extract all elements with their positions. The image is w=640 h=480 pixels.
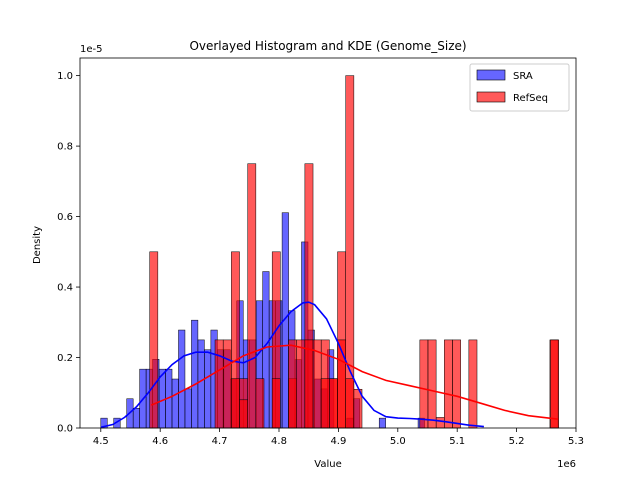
plot-frame xyxy=(79,57,577,429)
kde-line-sra xyxy=(100,301,484,429)
y-axis: 0.0 0.2 0.4 0.6 0.8 1.0 xyxy=(57,71,80,435)
x-tick-label: 4.9 xyxy=(330,436,346,447)
bar-refseq-extra-14 xyxy=(329,378,338,429)
bar-sra-13 xyxy=(184,388,192,429)
bar-refseq-extra-11 xyxy=(288,339,297,429)
bar-refseq-12 xyxy=(247,163,257,429)
bar-refseq-18 xyxy=(296,339,306,429)
bar-refseq-extra-12 xyxy=(304,339,314,429)
x-tick-label: 5.1 xyxy=(449,436,465,447)
y-axis-label: Density xyxy=(32,226,43,264)
legend: SRA RefSeq xyxy=(469,63,570,112)
legend-swatch-refseq xyxy=(476,91,506,103)
bar-refseq-9 xyxy=(222,339,232,429)
x-tick-label: 4.5 xyxy=(93,436,109,447)
legend-swatch-sra xyxy=(476,69,506,81)
legend-label-sra: SRA xyxy=(513,71,533,82)
bar-sra-11 xyxy=(171,378,179,429)
bar-sra-5 xyxy=(132,408,140,429)
y-tick-label: 0.4 xyxy=(57,283,73,294)
bar-refseq-extra-16 xyxy=(345,378,355,429)
bar-sra-15 xyxy=(197,339,205,429)
bar-refseq-extra-7 xyxy=(231,378,240,429)
x-tick-label: 4.7 xyxy=(212,436,228,447)
bar-sra-43 xyxy=(378,417,386,429)
x-tick-label: 4.6 xyxy=(152,436,168,447)
x-tick-label: 5.2 xyxy=(509,436,525,447)
bar-refseq-extra-0 xyxy=(419,339,429,429)
x-axis-label: Value xyxy=(314,459,341,470)
y-tick-label: 0.8 xyxy=(57,142,73,153)
y-tick-label: 0.6 xyxy=(57,212,73,223)
bar-refseq-extra-3 xyxy=(452,339,461,429)
y-tick-label: 1.0 xyxy=(57,71,73,82)
bar-sra-12 xyxy=(178,329,186,429)
y-scale-label: 1e-5 xyxy=(80,44,103,55)
bar-refseq-extra-8 xyxy=(239,399,248,429)
chart-title: Overlayed Histogram and KDE (Genome_Size… xyxy=(189,39,466,53)
bar-refseq-extra-4 xyxy=(468,339,478,429)
bar-refseq-extra-2 xyxy=(444,339,453,429)
bar-refseq-extra-13 xyxy=(320,378,330,429)
bar-sra-16 xyxy=(204,349,212,429)
x-axis: 4.5 4.6 4.7 4.8 4.9 5.0 5.1 5.2 5.3 xyxy=(93,428,584,447)
kde-line-refseq xyxy=(150,344,559,420)
bar-refseq-extra-18 xyxy=(435,417,445,429)
bar-refseq-extra-9 xyxy=(255,378,265,429)
legend-label-refseq: RefSeq xyxy=(513,93,548,104)
bar-refseq-extra-6 xyxy=(214,339,224,429)
bar-refseq-extra-5 xyxy=(550,339,559,429)
x-tick-label: 5.0 xyxy=(390,436,406,447)
plot-area xyxy=(79,57,577,429)
x-tick-label: 4.8 xyxy=(271,436,287,447)
y-tick-label: 0.0 xyxy=(57,424,73,435)
x-scale-label: 1e6 xyxy=(557,459,576,470)
bar-refseq-0 xyxy=(149,251,159,429)
bar-refseq-extra-15 xyxy=(337,339,346,429)
bar-sra-14 xyxy=(191,319,199,429)
bar-refseq-extra-10 xyxy=(271,378,281,429)
x-tick-label: 5.3 xyxy=(568,436,584,447)
y-tick-label: 0.2 xyxy=(57,353,73,364)
bar-refseq-extra-1 xyxy=(427,339,437,429)
